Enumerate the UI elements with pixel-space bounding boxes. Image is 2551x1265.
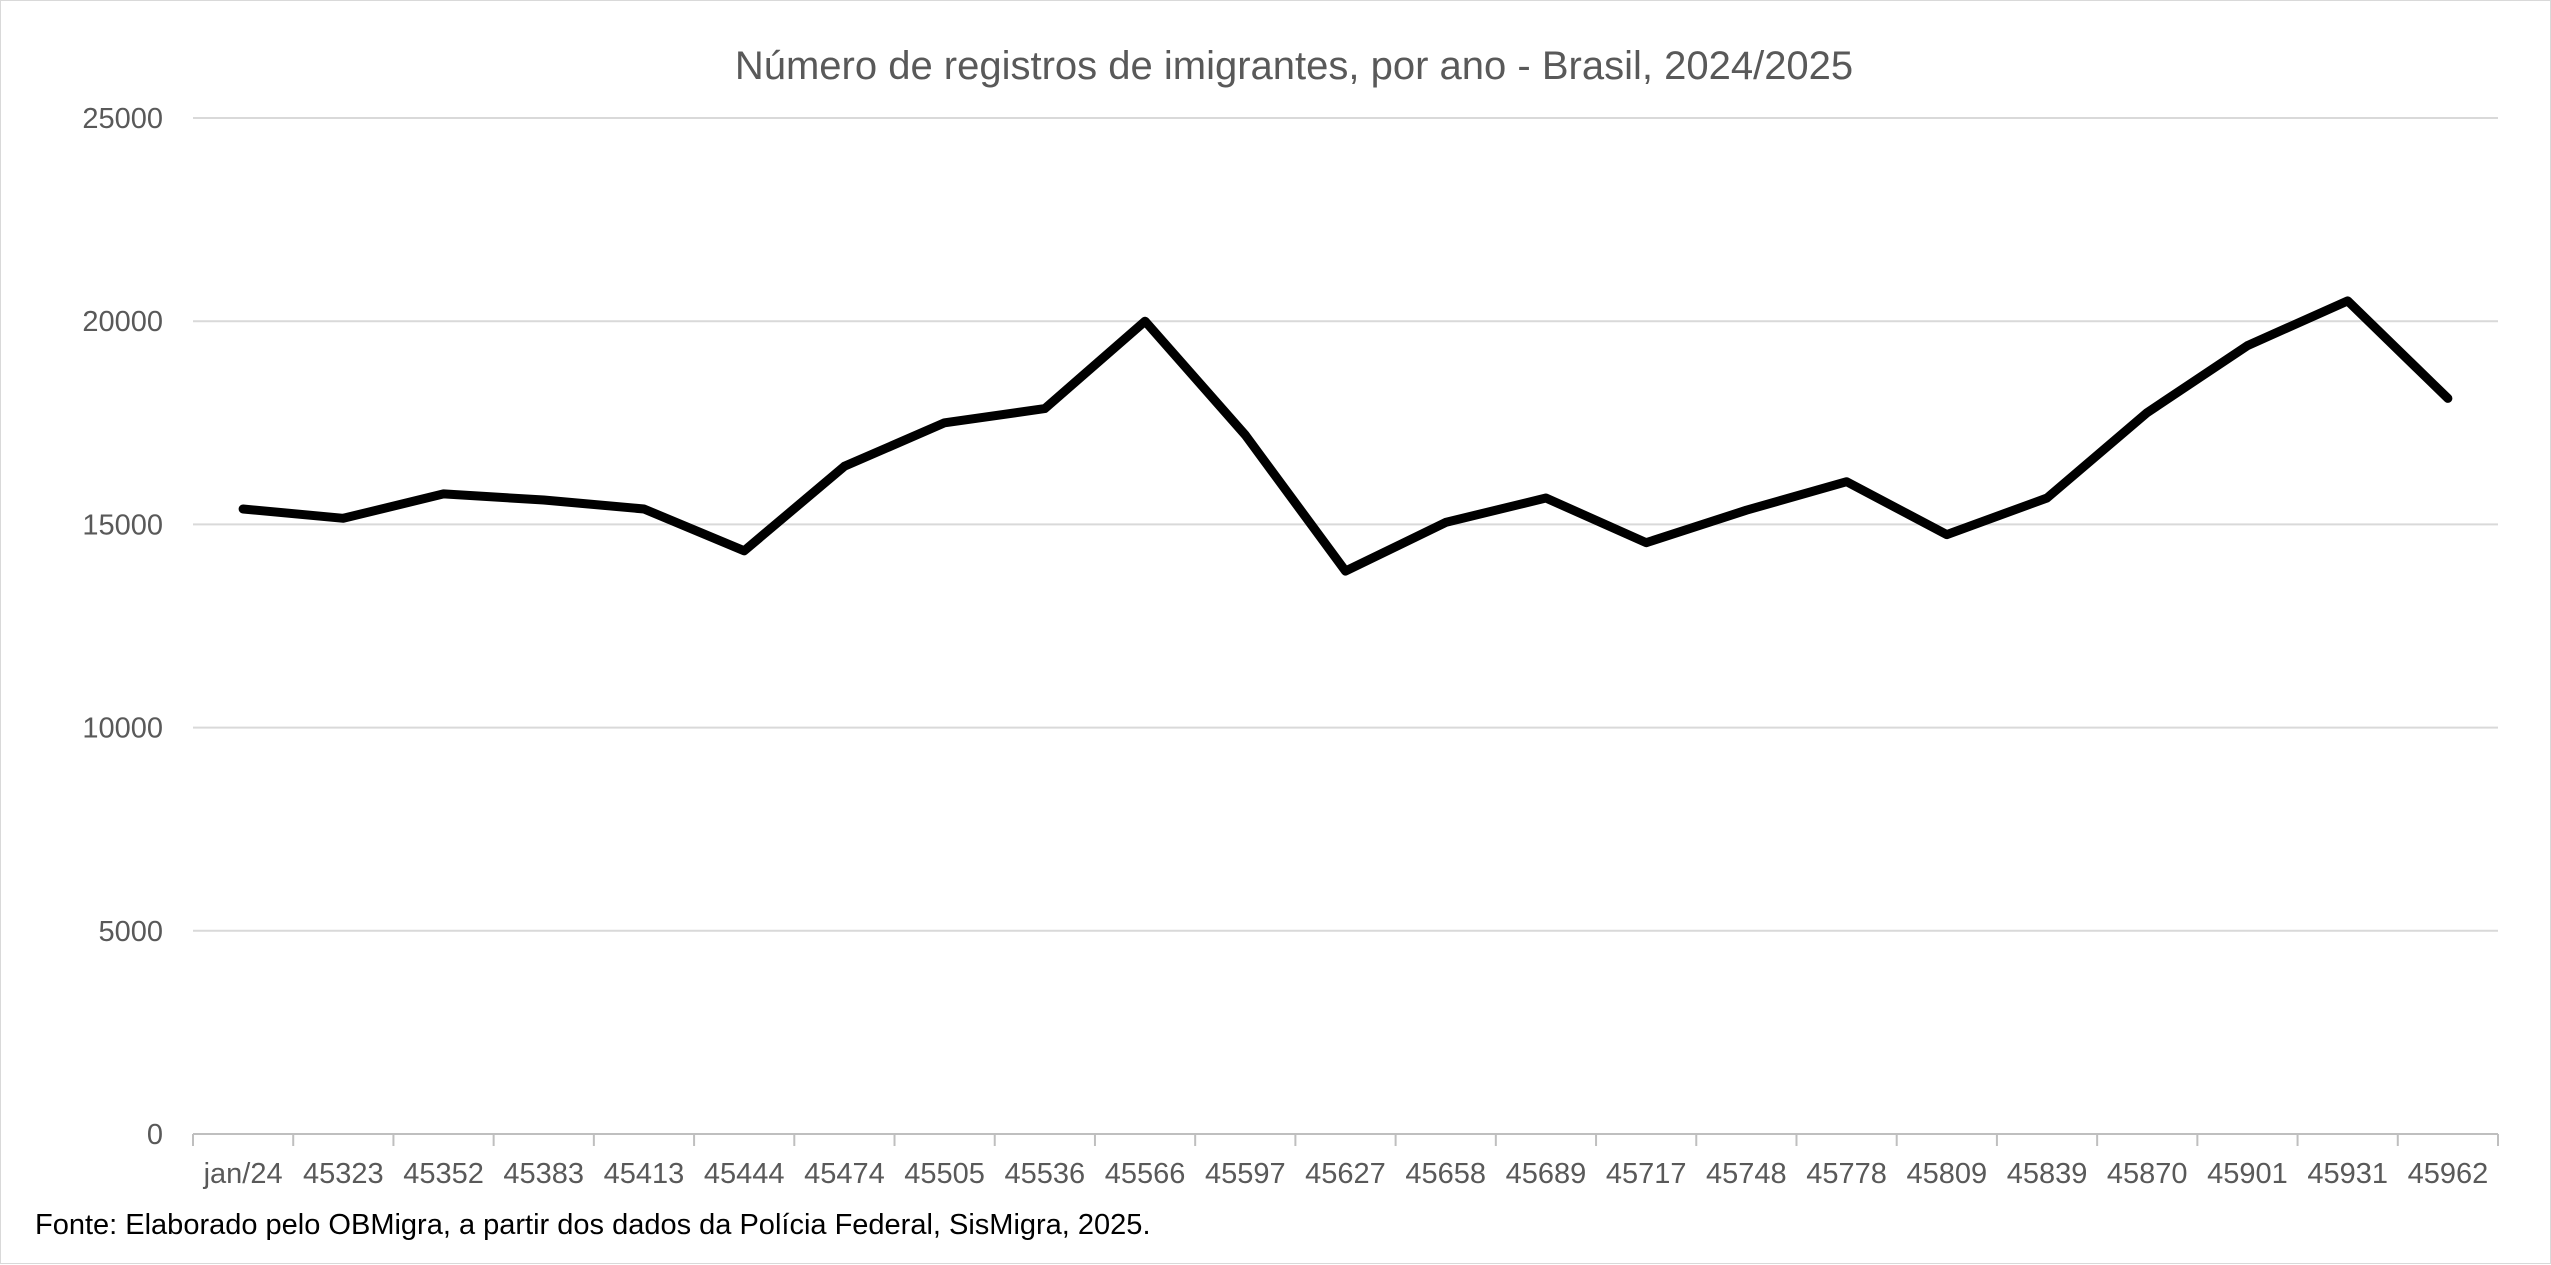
chart-title: Número de registros de imigrantes, por a… xyxy=(735,44,1853,88)
data-point xyxy=(941,419,948,426)
x-tick-label: 45383 xyxy=(503,1158,584,1190)
x-tick-label: 45778 xyxy=(1806,1158,1887,1190)
gridlines xyxy=(193,117,2498,932)
data-point xyxy=(640,505,647,512)
x-tick-label: 45689 xyxy=(1506,1158,1587,1190)
data-point xyxy=(1242,431,1249,438)
x-tick-label: 45839 xyxy=(2007,1158,2088,1190)
series-layer xyxy=(238,296,2453,576)
x-tick-label: 45444 xyxy=(704,1158,785,1190)
data-point xyxy=(2244,342,2251,349)
data-point xyxy=(240,505,247,512)
y-tick-label: 20000 xyxy=(82,306,163,338)
x-tick-label: 45413 xyxy=(604,1158,685,1190)
x-tick-label: 45962 xyxy=(2408,1158,2489,1190)
y-tick-label: 15000 xyxy=(82,509,163,541)
data-point xyxy=(2044,494,2051,501)
y-tick-label: 25000 xyxy=(82,103,163,135)
x-tick-label: 45597 xyxy=(1205,1158,1286,1190)
data-point xyxy=(2344,297,2351,304)
x-tick-label: 45809 xyxy=(1906,1158,1987,1190)
data-point xyxy=(540,497,547,504)
data-point xyxy=(1542,494,1549,501)
y-tick-label: 5000 xyxy=(98,916,163,948)
data-point xyxy=(841,463,848,470)
data-point xyxy=(2144,409,2151,416)
y-tick-label: 0 xyxy=(147,1119,163,1151)
data-point xyxy=(1142,318,1149,325)
data-point xyxy=(1743,507,1750,514)
data-point xyxy=(2444,395,2451,402)
x-tick-label: 45474 xyxy=(804,1158,885,1190)
data-point xyxy=(1442,519,1449,526)
x-tick-label: 45870 xyxy=(2107,1158,2188,1190)
x-tick-label: 45536 xyxy=(1005,1158,1086,1190)
x-tick-label: 45748 xyxy=(1706,1158,1787,1190)
data-point xyxy=(1041,405,1048,412)
y-axis-ticks: 0 5000 10000 15000 20000 25000 xyxy=(82,103,163,1151)
x-tick-label: 45323 xyxy=(303,1158,384,1190)
data-point xyxy=(1843,478,1850,485)
x-tick-label: 45627 xyxy=(1305,1158,1386,1190)
data-point xyxy=(741,547,748,554)
x-tick-label: 45717 xyxy=(1606,1158,1687,1190)
x-tick-label: 45352 xyxy=(403,1158,484,1190)
x-tick-label: 45566 xyxy=(1105,1158,1186,1190)
x-tick-label: 45658 xyxy=(1405,1158,1486,1190)
data-point xyxy=(340,515,347,522)
x-tick-label: 45505 xyxy=(904,1158,985,1190)
x-tick-label: 45901 xyxy=(2207,1158,2288,1190)
x-axis-ticks: jan/24 45323 45352 45383 45413 45444 45474 4550… xyxy=(192,1134,2499,1190)
source-note: Fonte: Elaborado pelo OBMigra, a partir … xyxy=(35,1209,1151,1241)
y-tick-label: 10000 xyxy=(82,713,163,745)
x-tick-label: jan/24 xyxy=(203,1158,283,1190)
x-tick-label: 45931 xyxy=(2307,1158,2388,1190)
data-point xyxy=(1342,568,1349,575)
data-point xyxy=(1643,539,1650,546)
series-line-0 xyxy=(238,296,2453,576)
data-point xyxy=(440,490,447,497)
data-point xyxy=(1943,531,1950,538)
